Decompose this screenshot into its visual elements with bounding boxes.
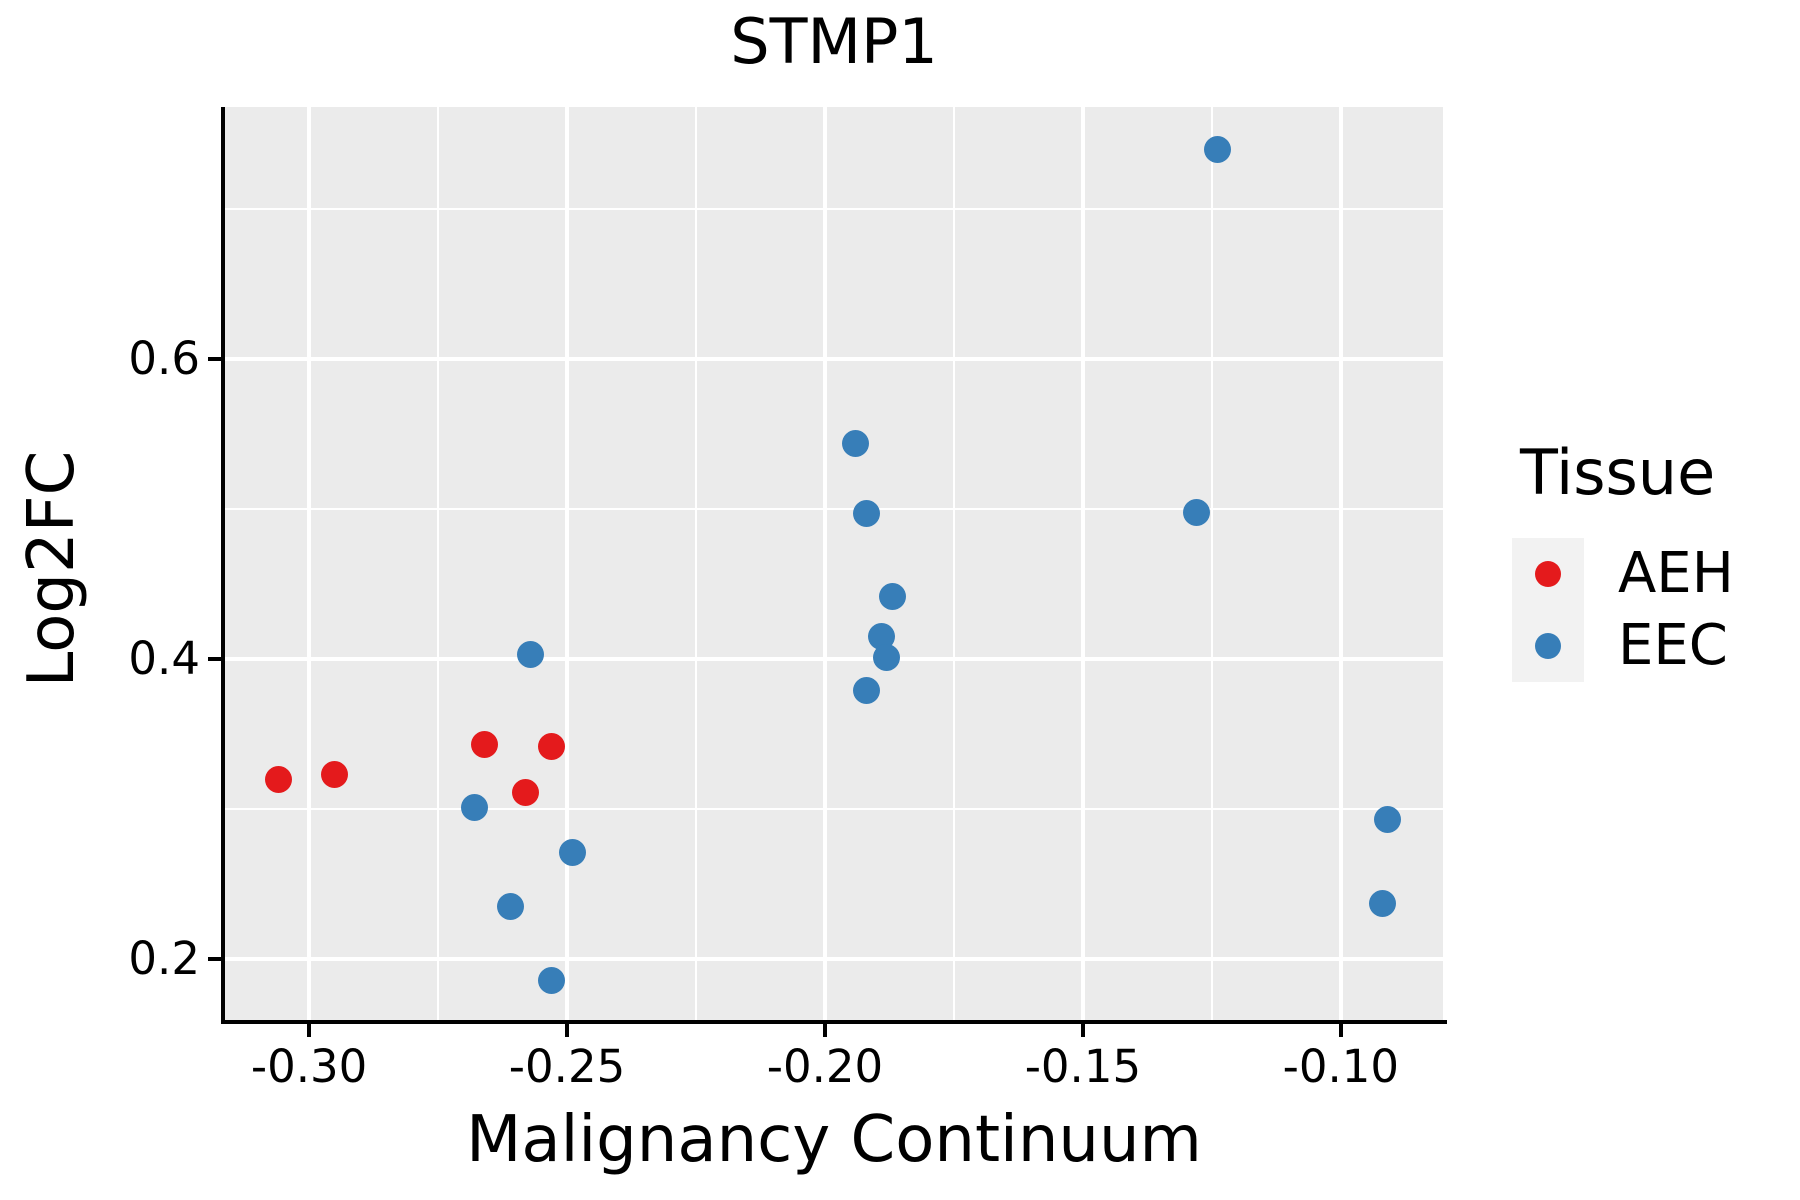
gridline-y-minor [225, 208, 1443, 210]
y-axis-title: Log2FC [15, 450, 89, 688]
x-tick-label: -0.25 [508, 1040, 626, 1093]
legend-item-label-eec: EEC [1618, 613, 1728, 678]
data-point-eec [538, 966, 566, 994]
data-point-aeh [538, 732, 566, 760]
gridline-x-minor [695, 107, 697, 1022]
x-tick [822, 1024, 827, 1037]
y-axis-line [221, 107, 225, 1024]
legend-key-aeh [1512, 538, 1584, 610]
data-point-eec [558, 839, 586, 866]
legend-key-dot-eec [1535, 633, 1561, 659]
data-point-eec [1368, 890, 1396, 917]
x-tick [565, 1024, 570, 1037]
data-point-eec [1373, 806, 1401, 833]
y-tick [208, 357, 221, 361]
y-tick-label: 0.4 [128, 632, 200, 685]
x-axis-title: Malignancy Continuum [466, 1103, 1202, 1177]
data-point-eec [852, 500, 880, 527]
x-axis-line [221, 1020, 1447, 1024]
gridline-x-major [565, 107, 570, 1022]
legend-title: Tissue [1520, 436, 1716, 509]
x-tick-label: -0.20 [766, 1040, 884, 1093]
gridline-y-major [225, 957, 1443, 961]
data-point-aeh [512, 779, 540, 806]
gridline-y-major [225, 357, 1443, 361]
x-tick-label: -0.15 [1024, 1040, 1142, 1093]
x-tick [1080, 1024, 1085, 1037]
x-tick-label: -0.30 [250, 1040, 368, 1093]
gridline-x-minor [1210, 107, 1213, 1022]
data-point-eec [460, 794, 488, 821]
x-tick [1338, 1024, 1343, 1037]
gridline-y-major [225, 657, 1443, 661]
gridline-y-minor [225, 508, 1443, 510]
x-tick [307, 1024, 312, 1037]
y-tick [208, 657, 221, 661]
data-point-aeh [470, 731, 498, 758]
gridline-y-minor [225, 808, 1443, 810]
y-tick [208, 957, 221, 961]
x-tick-label: -0.10 [1282, 1040, 1400, 1093]
data-point-aeh [264, 765, 292, 793]
legend-key-dot-aeh [1535, 561, 1561, 587]
data-point-eec [1182, 498, 1210, 526]
data-point-eec [517, 641, 545, 668]
data-point-eec [878, 582, 906, 610]
gridline-x-major [1080, 107, 1085, 1022]
gridline-x-minor [952, 107, 955, 1022]
y-tick-label: 0.6 [128, 332, 200, 385]
data-point-eec [842, 429, 870, 457]
gridline-x-major [307, 107, 312, 1022]
data-point-aeh [321, 761, 349, 788]
chart-title: STMP1 [730, 5, 938, 78]
y-tick-label: 0.2 [128, 932, 200, 985]
data-point-eec [1203, 135, 1231, 163]
legend-item-label-aeh: AEH [1618, 541, 1734, 606]
gridline-x-major [822, 107, 827, 1022]
data-point-eec [873, 644, 901, 671]
gridline-x-major [1338, 107, 1343, 1022]
legend-key-eec [1512, 610, 1584, 682]
gridline-x-minor [437, 107, 440, 1022]
data-point-eec [496, 893, 524, 920]
plot-panel [225, 107, 1443, 1022]
data-point-eec [852, 677, 880, 704]
